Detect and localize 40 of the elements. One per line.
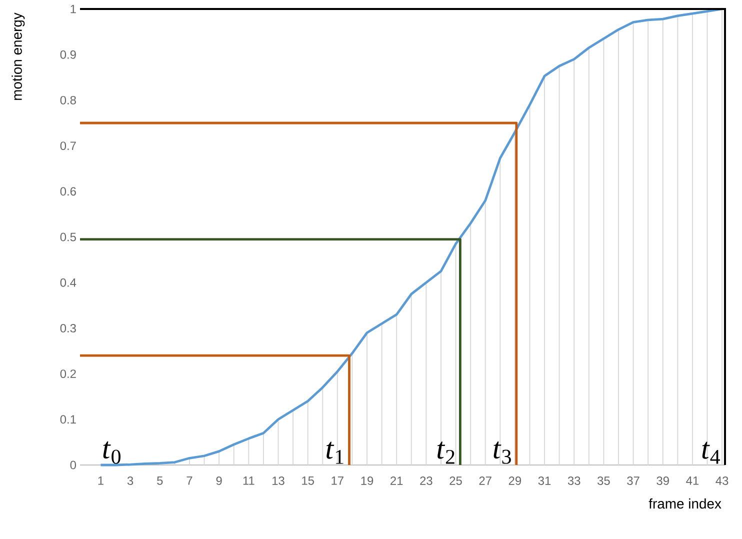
y-tick-label: 0.5: [60, 232, 76, 242]
x-tick-label: 23: [420, 476, 432, 485]
annotation: t$_{2}$: [437, 442, 454, 464]
x-tick-label: 27: [479, 476, 492, 485]
x-tick-label: 7: [186, 476, 192, 485]
x-tick-label: 35: [598, 476, 610, 485]
y-tick-label: 0: [70, 460, 76, 470]
x-tick-label: 21: [390, 476, 403, 485]
x-tick-label: 33: [568, 476, 580, 485]
x-tick-label: 3: [127, 476, 134, 485]
y-tick-label: 0.2: [60, 370, 76, 378]
x-tick-label: 41: [686, 476, 699, 485]
x-tick-label: 31: [538, 476, 551, 485]
annotation: t$_{0}$: [103, 441, 120, 464]
annotation: t$_{3}$: [494, 441, 511, 464]
x-tick-label: 13: [272, 476, 284, 485]
annotation: t$_{4}$: [702, 442, 720, 464]
x-tick-label: 39: [656, 476, 669, 485]
y-tick-label: 0.4: [60, 278, 76, 287]
x-tick-label: 37: [627, 476, 640, 485]
x-tick-label: 11: [243, 476, 254, 485]
y-tick-label: 1: [70, 4, 76, 14]
y-tick-label: 0.8: [60, 96, 76, 104]
y-tick-label: 0.7: [60, 142, 76, 150]
y-tick-label: 0.9: [60, 50, 76, 59]
x-tick-label: 1: [98, 476, 104, 485]
y-axis-title: motion energy: [12, 12, 25, 100]
annotation: t$_{1}$: [326, 442, 344, 464]
x-tick-label: 17: [332, 476, 344, 485]
x-tick-label: 29: [508, 476, 522, 485]
x-tick-label: 9: [216, 476, 222, 485]
y-tick-label: 0.1: [60, 415, 76, 424]
x-axis-title: frame index: [648, 498, 722, 509]
y-tick-label: 0.3: [60, 324, 76, 332]
x-tick-label: 25: [450, 476, 462, 485]
y-tick-label: 0.6: [60, 187, 76, 196]
x-tick-label: 5: [157, 476, 163, 485]
x-tick-label: 19: [361, 476, 374, 485]
x-tick-label: 43: [716, 476, 728, 485]
x-tick-label: 15: [302, 476, 314, 485]
